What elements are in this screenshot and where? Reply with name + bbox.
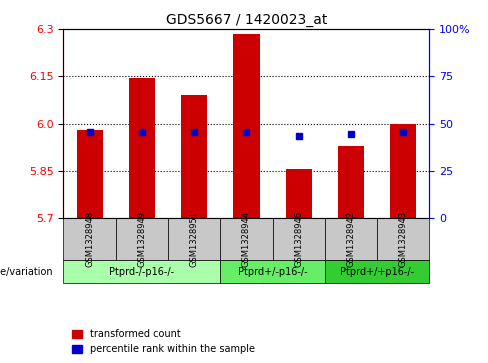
Text: GSM1328946: GSM1328946 xyxy=(294,211,303,268)
Bar xyxy=(77,130,102,218)
FancyBboxPatch shape xyxy=(116,218,168,260)
Text: GSM1328944: GSM1328944 xyxy=(242,211,251,267)
FancyBboxPatch shape xyxy=(325,218,377,260)
FancyBboxPatch shape xyxy=(220,260,325,283)
Text: GSM1328942: GSM1328942 xyxy=(346,211,356,267)
FancyBboxPatch shape xyxy=(63,218,116,260)
Text: GSM1328951: GSM1328951 xyxy=(190,211,199,267)
Bar xyxy=(129,78,155,218)
Text: GSM1328948: GSM1328948 xyxy=(85,211,94,268)
Text: GSM1328943: GSM1328943 xyxy=(399,211,408,268)
FancyBboxPatch shape xyxy=(273,218,325,260)
Text: GSM1328949: GSM1328949 xyxy=(137,211,146,267)
Legend: transformed count, percentile rank within the sample: transformed count, percentile rank withi… xyxy=(68,326,259,358)
FancyBboxPatch shape xyxy=(377,218,429,260)
Bar xyxy=(233,34,260,218)
Bar xyxy=(338,146,364,218)
Title: GDS5667 / 1420023_at: GDS5667 / 1420023_at xyxy=(166,13,327,26)
Text: Ptprd+/+p16-/-: Ptprd+/+p16-/- xyxy=(340,267,414,277)
FancyBboxPatch shape xyxy=(63,260,220,283)
Text: Ptprd-/-p16-/-: Ptprd-/-p16-/- xyxy=(109,267,174,277)
Text: genotype/variation: genotype/variation xyxy=(0,267,53,277)
Bar xyxy=(285,170,312,218)
FancyBboxPatch shape xyxy=(168,218,220,260)
FancyBboxPatch shape xyxy=(220,218,273,260)
Text: Ptprd+/-p16-/-: Ptprd+/-p16-/- xyxy=(238,267,307,277)
Bar xyxy=(390,124,416,218)
FancyBboxPatch shape xyxy=(325,260,429,283)
Bar xyxy=(181,95,207,218)
